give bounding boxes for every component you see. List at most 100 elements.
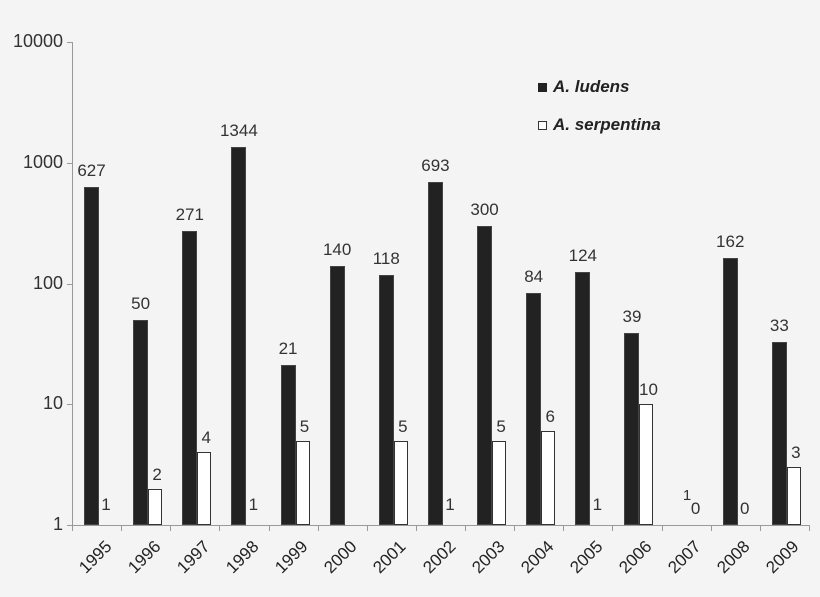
value-label-a-serpentina: 1 — [101, 495, 111, 514]
legend-swatch-white-icon — [538, 120, 547, 130]
value-label-a-serpentina: 4 — [201, 428, 211, 448]
legend-item-a-ludens: A. ludens — [538, 74, 661, 100]
y-tick-label: 1 — [52, 514, 63, 534]
legend-label: A. ludens — [553, 77, 630, 96]
bar-a-ludens — [182, 231, 198, 525]
x-tick-label: 2006 — [615, 536, 656, 578]
x-tick-mark — [710, 525, 712, 531]
x-tick-mark — [317, 525, 319, 531]
x-tick-label: 1995 — [74, 536, 116, 578]
bar-a-ludens — [378, 274, 394, 525]
x-tick-label: 2000 — [320, 536, 361, 578]
x-tick-label: 2009 — [762, 536, 803, 578]
x-tick-mark — [121, 525, 123, 531]
x-tick-mark — [219, 525, 221, 531]
x-tick-label: 1996 — [123, 536, 165, 578]
value-label-a-serpentina: 5 — [299, 416, 310, 436]
x-tick-label: 2001 — [369, 536, 410, 578]
bar-a-serpentina — [197, 452, 212, 525]
bar-a-serpentina — [541, 431, 556, 525]
y-tick-mark — [67, 162, 73, 164]
bar-a-ludens — [84, 187, 99, 525]
x-tick-mark — [809, 525, 810, 531]
x-tick-mark — [366, 525, 368, 531]
value-label-a-serpentina: 1 — [248, 495, 259, 514]
x-tick-mark — [661, 525, 663, 531]
bar-a-ludens — [722, 258, 738, 525]
y-tick-mark — [67, 283, 73, 285]
x-tick-mark — [72, 525, 73, 531]
bar-a-serpentina — [492, 440, 507, 525]
value-label-a-serpentina: 0 — [739, 499, 750, 518]
value-label-a-ludens: 21 — [278, 339, 298, 359]
value-label-a-serpentina: 1 — [592, 495, 603, 514]
value-label-a-ludens: 627 — [77, 161, 106, 181]
legend-label: A. serpentina — [553, 115, 661, 134]
x-tick-mark — [268, 525, 270, 531]
value-label-a-ludens: 693 — [421, 155, 450, 175]
x-tick-mark — [514, 525, 516, 531]
x-tick-label: 1997 — [173, 536, 214, 578]
x-tick-mark — [563, 525, 565, 531]
y-tick-mark — [67, 42, 73, 43]
bar-a-ludens — [329, 265, 345, 525]
value-label-a-ludens: 33 — [769, 315, 789, 335]
bar-a-ludens — [575, 272, 591, 525]
x-tick-label: 2008 — [713, 536, 754, 578]
bar-a-ludens — [771, 341, 787, 525]
x-tick-label: 2003 — [467, 536, 509, 578]
legend: A. ludens A. serpentina — [538, 74, 661, 150]
x-tick-mark — [170, 525, 172, 531]
bar-a-ludens — [280, 365, 296, 525]
x-tick-label: 2005 — [566, 536, 607, 578]
x-tick-mark — [465, 525, 467, 531]
value-label-a-ludens: 140 — [322, 239, 352, 259]
x-tick-label: 2002 — [418, 536, 459, 578]
bar-a-serpentina — [639, 404, 654, 525]
value-label-a-serpentina: 5 — [398, 416, 408, 436]
y-tick-label: 1000 — [22, 151, 63, 172]
bar-a-serpentina — [786, 467, 801, 525]
value-label-a-ludens: 1 — [682, 487, 692, 504]
legend-item-a-serpentina: A. serpentina — [538, 112, 661, 138]
bar-a-ludens — [133, 319, 149, 525]
y-tick-mark — [67, 525, 73, 526]
y-tick-label: 100 — [32, 272, 63, 293]
bar-a-ludens — [231, 147, 247, 525]
value-label-a-serpentina: 0 — [690, 499, 701, 518]
value-label-a-serpentina: 6 — [545, 407, 555, 427]
x-axis-line — [72, 525, 809, 526]
value-label-a-serpentina: 2 — [152, 464, 162, 484]
y-tick-label: 10000 — [12, 31, 63, 51]
value-label-a-ludens: 300 — [470, 199, 499, 219]
value-label-a-serpentina: 5 — [496, 416, 506, 436]
value-label-a-ludens: 39 — [622, 306, 642, 326]
y-tick-label: 10 — [42, 393, 63, 414]
value-label-a-ludens: 1344 — [219, 121, 258, 141]
value-label-a-ludens: 162 — [716, 232, 745, 252]
bar-a-serpentina — [393, 440, 408, 525]
bar-a-ludens — [477, 225, 493, 525]
value-label-a-serpentina: 3 — [791, 443, 801, 463]
value-label-a-serpentina: 10 — [638, 380, 658, 400]
x-tick-label: 1998 — [222, 536, 263, 578]
x-tick-mark — [759, 525, 761, 531]
bar-a-ludens — [526, 292, 542, 525]
value-label-a-ludens: 124 — [568, 246, 598, 266]
x-tick-mark — [612, 525, 614, 531]
x-tick-label: 2004 — [517, 536, 558, 578]
x-tick-mark — [415, 525, 417, 531]
x-tick-label: 1999 — [271, 536, 312, 578]
bar-a-serpentina — [148, 488, 163, 525]
bar-a-serpentina — [295, 440, 310, 525]
value-label-a-serpentina: 1 — [445, 495, 455, 514]
value-label-a-ludens: 84 — [524, 266, 544, 286]
value-label-a-ludens: 50 — [131, 293, 151, 313]
value-label-a-ludens: 118 — [372, 248, 400, 268]
y-tick-mark — [67, 404, 73, 406]
value-label-a-ludens: 271 — [175, 205, 204, 225]
bar-a-ludens — [624, 332, 640, 525]
x-tick-label: 2007 — [664, 536, 705, 578]
legend-swatch-dark-icon — [538, 82, 547, 92]
